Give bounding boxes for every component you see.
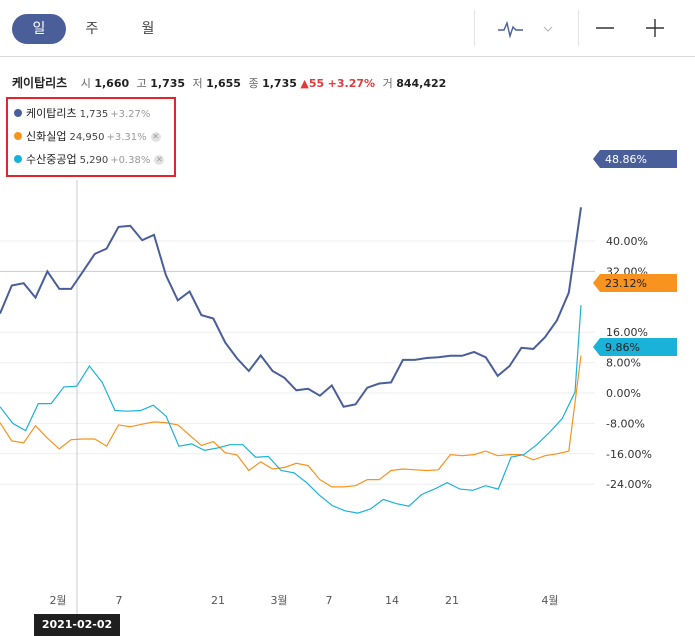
volume-value: 844,422	[396, 77, 447, 90]
y-tick-label: -8.00%	[606, 417, 645, 430]
end-value-label: 48.86%	[605, 153, 647, 166]
ticker-name: 케이탑리츠	[12, 76, 68, 90]
x-tick-label: 2월	[49, 594, 66, 607]
close-label: 종	[248, 77, 259, 90]
y-tick-label: 40.00%	[606, 235, 648, 248]
series-lines	[0, 207, 582, 514]
series-line	[0, 207, 582, 408]
y-tick-label: 0.00%	[606, 387, 641, 400]
series-line	[0, 305, 582, 514]
up-arrow-icon: ▲	[300, 77, 309, 90]
x-tick-label: 7	[326, 594, 333, 607]
volume-label: 거	[382, 77, 393, 90]
minus-icon	[596, 27, 614, 29]
x-tick-label: 21	[445, 594, 459, 607]
end-value-label: 23.12%	[605, 277, 647, 290]
end-value-flag: 9.86%	[593, 338, 677, 356]
y-tick-label: 16.00%	[606, 326, 648, 339]
y-tick-label: -24.00%	[606, 478, 652, 491]
chart-type-selector[interactable]	[488, 10, 560, 46]
tab-weekly[interactable]: 주	[85, 21, 99, 37]
end-value-label: 9.86%	[605, 341, 640, 354]
change-value: 55	[308, 77, 325, 90]
zoom-in-button[interactable]	[640, 10, 670, 46]
high-value: 1,735	[150, 77, 186, 90]
remove-series-icon[interactable]: ✕	[154, 155, 165, 165]
series-color-dot	[14, 132, 22, 140]
change-percent: +3.27%	[327, 77, 376, 90]
chart-toolbar: 일 주 월	[0, 0, 695, 57]
line-chart-icon	[498, 20, 553, 39]
x-tick-label: 14	[385, 594, 399, 607]
legend-item[interactable]: 수산중공업 5,290 +0.38% ✕	[14, 151, 165, 169]
open-label: 시	[80, 77, 91, 90]
legend-item[interactable]: 케이탑리츠 1,735 +3.27%	[14, 105, 150, 123]
y-tick-label: -16.00%	[606, 448, 652, 461]
tab-monthly[interactable]: 월	[141, 21, 155, 37]
tab-daily[interactable]: 일	[12, 14, 66, 44]
remove-series-icon[interactable]: ✕	[150, 132, 161, 142]
low-value: 1,655	[206, 77, 241, 90]
toolbar-divider	[474, 10, 475, 46]
series-line	[0, 355, 582, 488]
y-axis: 40.00%32.00%16.00%8.00%0.00%-8.00%-16.00…	[606, 235, 652, 491]
zoom-out-button[interactable]	[590, 10, 620, 46]
series-color-dot	[14, 109, 22, 117]
x-tick-label: 4월	[541, 594, 558, 607]
plus-icon	[646, 19, 664, 37]
crosshair-date-label: 2021-02-02	[34, 614, 120, 636]
close-value: 1,735	[262, 77, 297, 90]
open-value: 1,660	[94, 77, 130, 90]
end-value-labels: 48.86% 23.12% 9.86%	[593, 150, 677, 356]
y-tick-label: 8.00%	[606, 357, 641, 370]
toolbar-divider	[578, 10, 579, 46]
series-color-dot	[14, 155, 22, 163]
ticker-summary: 케이탑리츠 시 1,660 고 1,735 저 1,655 종 1,735 ▲5…	[12, 74, 446, 91]
end-value-flag: 23.12%	[593, 274, 677, 292]
chevron-down-icon	[543, 26, 553, 32]
legend-item[interactable]: 신화실업 24,950 +3.31% ✕	[14, 128, 161, 146]
grid-lines	[0, 180, 595, 614]
low-label: 저	[192, 77, 203, 90]
x-axis: 2월 7 21 3월 7 14 21 4월	[49, 594, 558, 607]
x-tick-label: 7	[116, 594, 123, 607]
high-label: 고	[136, 77, 147, 90]
end-value-flag: 48.86%	[593, 150, 677, 168]
x-tick-label: 21	[211, 594, 225, 607]
series-legend: 케이탑리츠 1,735 +3.27% 신화실업 24,950 +3.31% ✕ 수산중공업…	[6, 97, 176, 177]
x-tick-label: 3월	[270, 594, 287, 607]
